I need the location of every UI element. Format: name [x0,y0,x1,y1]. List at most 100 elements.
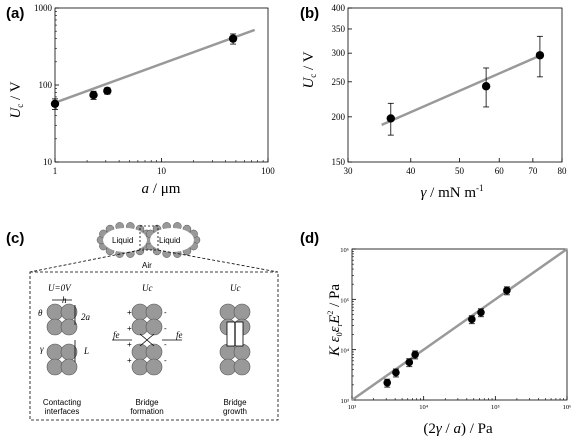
particle [131,343,149,361]
data-point [535,51,545,60]
particle [233,358,251,376]
liquid-bridge-top: Liquid Liquid Air [96,222,201,270]
y-tick-label: 10³ [341,398,350,405]
xlabel-a: a / μm [142,181,181,197]
y-tick-label: 100 [39,80,53,90]
particle [219,303,237,321]
y-tick-label: 350 [332,24,346,34]
y-tick-label: 10⁴ [340,348,350,355]
symbol-fe-right: fe [176,330,183,340]
particle [219,358,237,376]
data-point [405,358,414,367]
particle [46,343,64,361]
charge-plus: + [127,340,132,349]
col3-title: Uc [230,283,241,293]
charge-plus: + [127,356,132,365]
data-point [89,90,98,100]
x-tick-label: 10⁴ [419,404,429,411]
particle [60,318,78,336]
x-tick-label: 80 [558,166,568,176]
data-point [50,99,60,108]
chart-b: 30 40 50 60 70 80 150 200 250 300 350 400 [332,3,568,176]
col3-bridge-growth [219,303,251,376]
symbol-theta: θ [38,308,43,318]
charge-minus: - [164,356,167,365]
particle [145,343,163,361]
panel-label-a: (a) [6,5,24,22]
plot-frame [351,248,568,401]
ylabel-a: Uc / V [8,81,25,118]
fit-line [351,247,568,402]
x-tick-label: 60 [495,166,505,176]
plot-frame [54,7,269,163]
xlabel-b: γ / mN m-1 [420,183,483,201]
x-tick-label: 100 [261,166,275,176]
y-tick-label: 200 [332,112,346,122]
charge-minus: - [164,340,167,349]
charge-plus: + [127,308,132,317]
particle [46,358,64,376]
data-point [383,378,392,387]
liquid-right-body [150,228,194,252]
particle [46,303,64,321]
fit-line [381,53,543,127]
data-point [468,315,476,324]
caption1-line2: interfaces [45,407,80,416]
charge-minus: - [164,324,167,333]
panel-label-b: (b) [300,5,319,22]
zoom-line-left [29,249,141,273]
caption2-line1: Bridge [135,398,159,407]
caption3-line1: Bridge [223,398,247,407]
charge-minus: - [164,308,167,317]
fit-line [53,28,256,105]
diagram-c: Liquid Liquid Air U=0V Uc Uc h 2a θ γ L … [29,222,279,421]
symbol-fe-left: fe [113,330,120,340]
plot-frame [347,7,563,163]
particle [46,318,64,336]
data-point [228,34,238,43]
zoom-line-right [157,249,279,273]
x-tick-label: 30 [344,166,354,176]
y-tick-label: 10 [43,157,53,167]
particle [131,318,149,336]
ylabel-d: K ε0εrE2 / Pa [326,284,344,357]
data-point [477,308,485,317]
data-point [503,286,511,295]
panel-label-c: (c) [6,230,24,247]
x-tick-label: 10 [157,166,167,176]
particle [60,358,78,376]
particle [145,318,163,336]
bridge-line [139,333,155,347]
y-tick-label: 250 [332,77,346,87]
data-point [103,86,112,96]
y-tick-label: 10⁶ [340,247,349,254]
ylabel-b: Uc / V [301,51,318,88]
symbol-gamma: γ [40,344,44,354]
data-point [392,368,400,377]
chart-d: 10³ 10⁴ 10⁵ 10⁶ 10³ 10⁴ 10⁵ 10⁶ [340,247,571,411]
caption1-line1: Contacting [43,398,81,407]
x-tick-label: 10⁵ [491,404,500,411]
symbol-L: L [83,346,89,356]
caption3-line2: growth [223,407,247,416]
data-point [481,82,491,91]
symbol-h: h [62,295,67,305]
liquid-left-body [103,228,147,252]
x-tick-label: 70 [528,166,538,176]
col1-title: U=0V [48,283,72,293]
liquid-right-label: Liquid [159,236,180,245]
x-tick-label: 10⁶ [563,404,572,411]
zoom-box [139,225,159,251]
caption2-line2: formation [130,407,163,416]
data-point [411,350,419,359]
y-tick-label: 400 [332,3,346,13]
y-tick-label: 150 [332,157,346,167]
liquid-left-label: Liquid [112,236,133,245]
zoom-frame [29,271,279,421]
y-tick-label: 10⁵ [340,297,349,304]
y-tick-label: 300 [332,48,346,58]
x-tick-label: 40 [406,166,416,176]
particle [145,303,163,321]
